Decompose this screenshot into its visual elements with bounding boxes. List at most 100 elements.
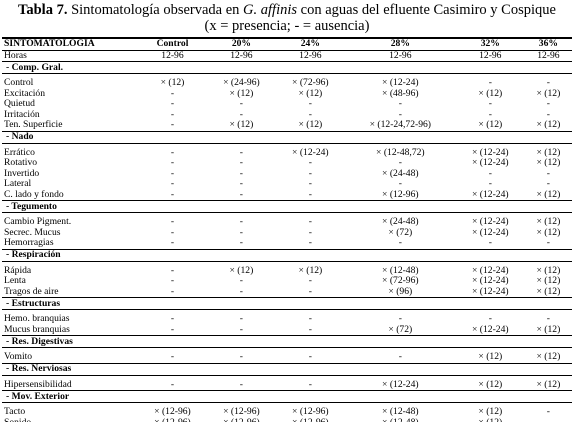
cell: - (138, 189, 207, 201)
cell: - (488, 313, 492, 325)
cell: × (12) (524, 286, 572, 298)
cell: × (12-24) (292, 146, 329, 158)
row-label: Rotativo (4, 157, 38, 169)
cell: × (12-24) (455, 324, 525, 336)
cell: - (206, 375, 276, 391)
cell: × (12) (478, 406, 503, 418)
cell: × (24-48) (382, 167, 419, 179)
cell: - (488, 167, 492, 179)
row-label: Hemo. branquias (4, 313, 70, 325)
cell: × (12-24,72-96) (344, 120, 456, 132)
cell: × (12-24) (472, 146, 509, 158)
section-row: - Res. Nerviosas (2, 363, 572, 376)
cell: - (170, 87, 175, 99)
cell: × (72) (344, 324, 456, 336)
data-row: Ten. Superficie - × (12) × (12) × (12-24,72-… (2, 120, 572, 132)
cell: - (138, 238, 207, 250)
row-label: Cambio Pigment. (4, 216, 72, 228)
cell: - (239, 146, 243, 158)
cell: - (308, 226, 312, 238)
cell: - (239, 226, 243, 238)
cell: × (12-24) (472, 157, 509, 169)
cell: × (12-48) (344, 417, 456, 422)
data-row: Tragos de aire - - - × (96) × (12-24) × (12) (2, 286, 572, 298)
section-title: - Tegumento (2, 200, 572, 213)
cell: × (12-24) (382, 77, 419, 89)
cell: Control (138, 37, 207, 50)
data-row: Irritación - - - - - - (2, 108, 572, 121)
cell: - (398, 157, 402, 169)
section-row: - Res. Digestivas (2, 335, 572, 348)
cell: × (12-96) (154, 406, 191, 418)
cell: - (546, 313, 550, 325)
row-label: Vomito (2, 347, 138, 364)
cell: - (138, 347, 207, 364)
cell: × (12) (455, 375, 525, 391)
cell: - (206, 286, 276, 298)
cell: × (24-48) (382, 216, 419, 228)
cell: 12-96 (275, 49, 345, 62)
cell: × (12) (160, 77, 185, 89)
cell: × (72-96) (292, 77, 329, 89)
data-row: Vomito - - - - × (12) × (12) (2, 347, 572, 364)
row-label: Lenta (4, 275, 26, 287)
cell: - (308, 313, 312, 325)
cell: - (239, 108, 243, 120)
cell: × (12) (524, 375, 572, 391)
cell: - (546, 178, 550, 190)
cell: × (12) (536, 275, 561, 287)
data-row: Invertido - - - × (24-48) - - (2, 167, 572, 180)
hours-row: Horas 12-96 12-96 12-96 12-96 12-96 12-96 (2, 49, 572, 62)
cell: - (546, 77, 550, 89)
cell: - (170, 226, 175, 238)
row-label: SINTOMATOLOGÍA (2, 37, 138, 50)
cell: × (12-48,72) (376, 146, 425, 158)
data-row: Lenta - - - × (72-96) × (12-24) × (12) (2, 276, 572, 287)
cell: - (138, 120, 207, 132)
row-label: Quietud (4, 98, 35, 110)
data-row: C. lado y fondo - - - × (12-96) × (12-24) × (1… (2, 189, 572, 201)
cell: - (239, 157, 243, 169)
cell: × (12-96) (138, 417, 207, 422)
cell: - (138, 286, 207, 298)
cell: - (455, 238, 525, 250)
cell: - (206, 189, 276, 201)
section-title: - Nado (2, 131, 572, 144)
cell: - (488, 178, 492, 190)
cell: - (206, 347, 276, 364)
cell: × (12-24) (472, 275, 509, 287)
data-row: Lateral - - - - - - (2, 179, 572, 190)
section-row: - Mov. Exterior (2, 390, 572, 403)
cell: - (308, 98, 312, 110)
cell: - (546, 98, 550, 110)
data-row: Rápida - × (12) × (12) × (12-48) × (12-24) × (… (2, 261, 572, 276)
cell: × (12) (229, 87, 254, 99)
cell: - (398, 313, 402, 325)
cell: - (546, 406, 550, 418)
section-row: - Respiración (2, 249, 572, 262)
cell: 12-96 (455, 49, 525, 62)
cell: - (239, 216, 243, 228)
row-label: Errático (4, 146, 35, 158)
data-row: Hemo. branquias - - - - - - (2, 310, 572, 325)
header-row: SINTOMATOLOGÍA Control 20% 24% 28% 32% 36% (2, 37, 572, 50)
cell: - (170, 216, 175, 228)
cell: - (398, 108, 402, 120)
cell: × (12) (298, 87, 323, 99)
row-label: C. lado y fondo (2, 189, 138, 201)
data-row: Hemorragias - - - - - - (2, 238, 572, 250)
row-label: Excitación (4, 87, 46, 99)
section-title: - Respiración (2, 249, 572, 262)
table-label: Tabla 7. (18, 2, 68, 18)
row-label: Control (4, 77, 34, 89)
cell: - (138, 375, 207, 391)
cell: × (12-48) (382, 406, 419, 418)
data-row: Hipersensibilidad - - - × (12-24) × (12) × (12… (2, 375, 572, 391)
cell: × (12) (455, 120, 525, 132)
cell: - (275, 238, 345, 250)
data-row: Tacto × (12-96) × (12-96) × (12-96) × (12-48… (2, 403, 572, 418)
cell: 12-96 (138, 49, 207, 62)
data-row: Sonido× (12-96)× (12-96)× (12-96)× (12-4… (2, 417, 572, 422)
title-text: con aguas del efluente Casimiro y Cospiq… (297, 2, 556, 18)
